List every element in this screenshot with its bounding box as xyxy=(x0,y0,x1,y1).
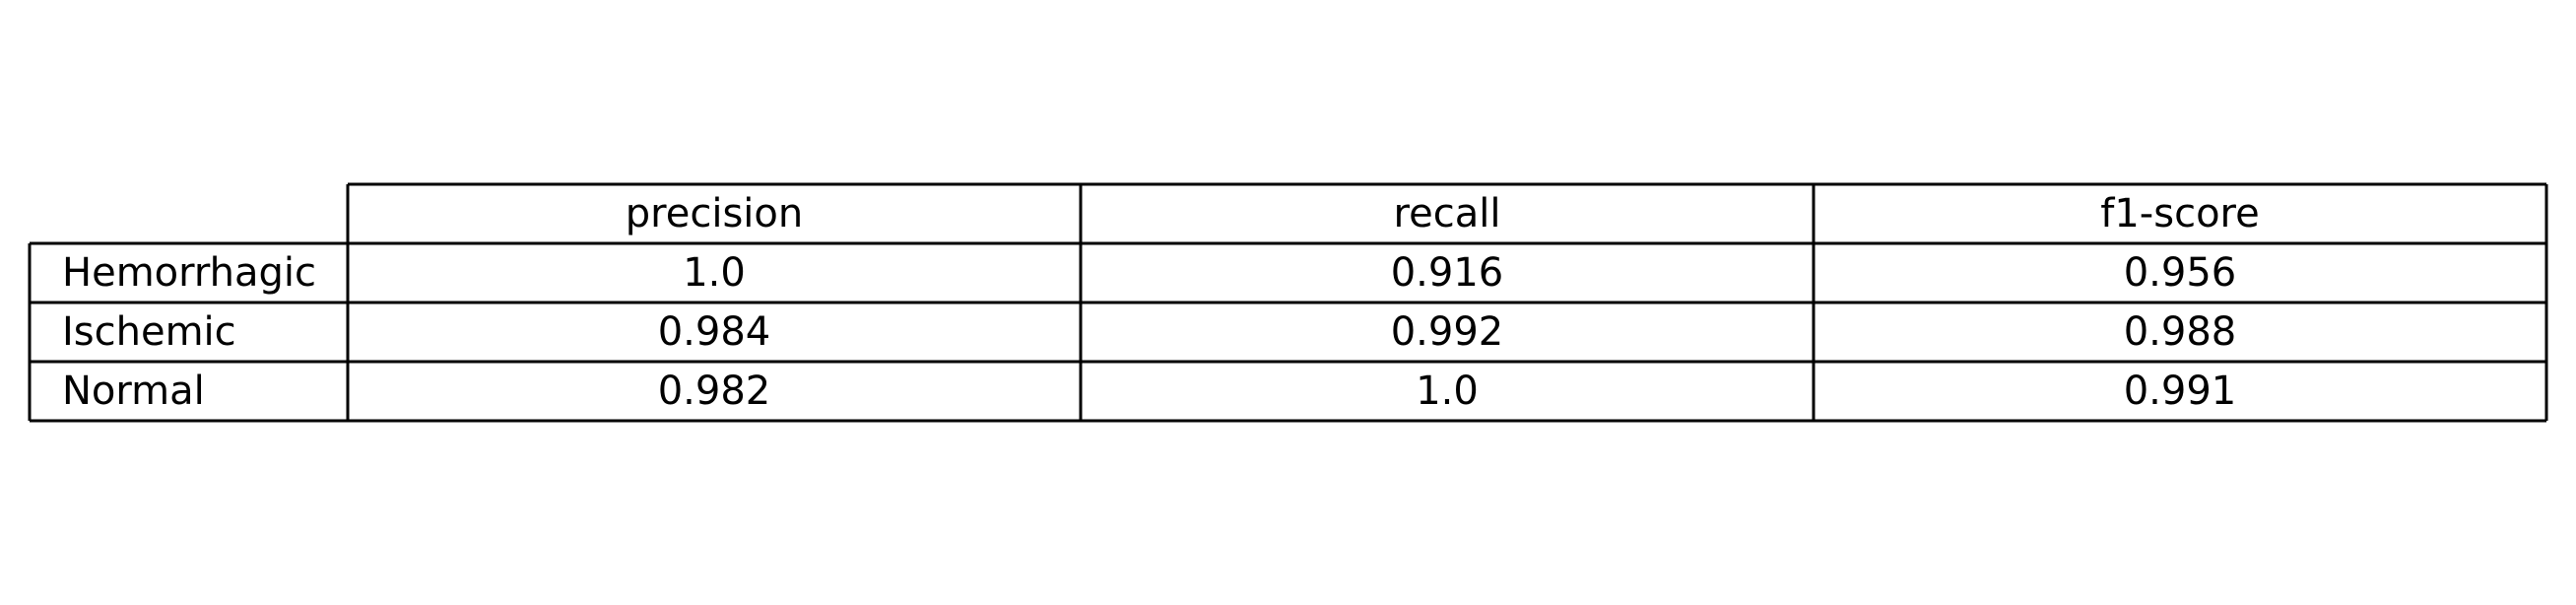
table-cell-value: 0.988 xyxy=(2124,309,2237,355)
table-cell-value: 0.982 xyxy=(658,369,771,414)
table-cell-value: 0.991 xyxy=(2124,369,2237,414)
table-grid xyxy=(28,182,2548,423)
row-label: Ischemic xyxy=(62,309,236,355)
column-header: precision xyxy=(626,191,803,236)
row-label: Normal xyxy=(62,369,205,414)
column-header: f1-score xyxy=(2100,191,2259,236)
table-body: Hemorrhagic 1.0 0.916 0.956 Ischemic 0.984 0.9… xyxy=(62,250,2236,414)
table-cell-value: 1.0 xyxy=(1416,369,1479,414)
table-cell-value: 0.984 xyxy=(658,309,771,355)
column-header: recall xyxy=(1394,191,1501,236)
table-cell-value: 0.956 xyxy=(2124,250,2237,296)
row-label: Hemorrhagic xyxy=(62,250,316,296)
table-header: precision recall f1-score xyxy=(626,191,2260,236)
table-cell-value: 0.992 xyxy=(1391,309,1504,355)
table-cell-value: 1.0 xyxy=(683,250,746,296)
table-cell-value: 0.916 xyxy=(1391,250,1504,296)
